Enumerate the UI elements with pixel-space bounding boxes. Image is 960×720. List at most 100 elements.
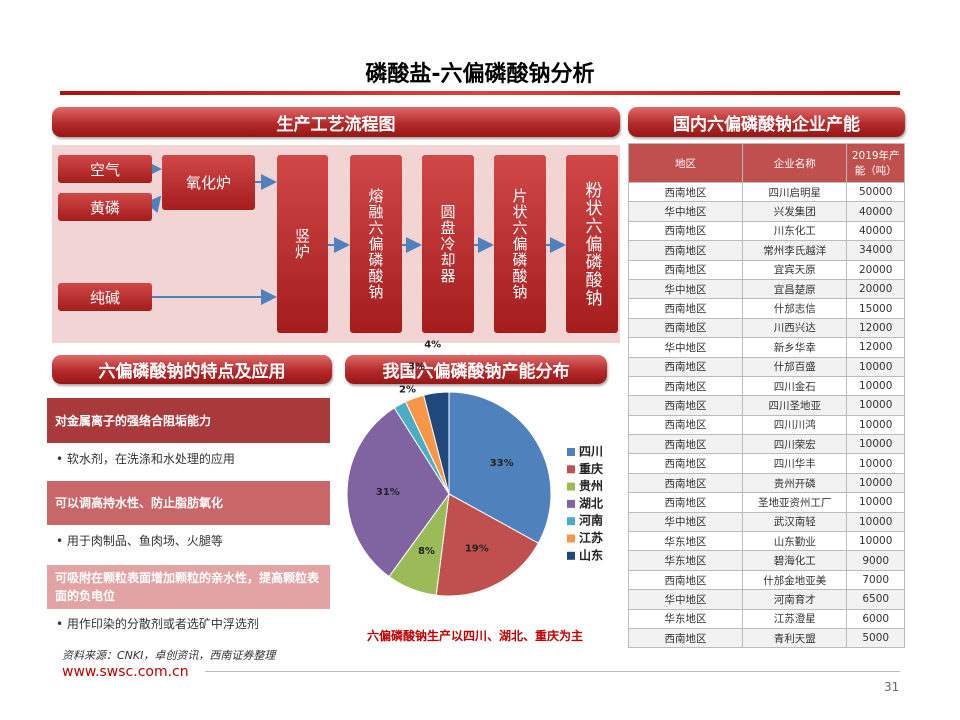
- table-cell: 10000: [846, 531, 905, 552]
- value-label: 4%: [424, 339, 441, 350]
- table-header: 地区: [627, 143, 744, 183]
- table-cell: 20000: [846, 278, 905, 300]
- table-cell: 四川荣宏: [742, 434, 848, 455]
- table-cell: 青利天盟: [742, 627, 848, 649]
- pie-slice: [435, 493, 540, 597]
- table-row: 西南地区 贵州开磷 10000: [627, 472, 905, 494]
- table-cell: 西南地区: [627, 414, 744, 436]
- flow-node: 纯碱: [58, 283, 152, 311]
- table-cell: 四川启明星: [742, 181, 848, 203]
- table-cell: 华中地区: [627, 201, 744, 222]
- table-row: 华东地区 碧海化工 9000: [627, 550, 905, 571]
- value-label: 8%: [418, 546, 435, 557]
- legend-label: 湖北: [579, 495, 603, 510]
- table-cell: 华中地区: [627, 589, 744, 610]
- table-cell: 5000: [846, 627, 905, 649]
- table-header: 企业名称: [742, 143, 848, 183]
- value-label: 3%: [408, 362, 425, 373]
- table-cell: 华东地区: [627, 531, 744, 552]
- table-cell: 兴发集团: [742, 201, 848, 222]
- feature-use: • 软水剂，在洗涤和水处理的应用: [56, 452, 235, 466]
- table-header: 2019年产能（吨）: [846, 143, 905, 183]
- table-cell: 20000: [846, 259, 905, 280]
- table-row: 华中地区 河南育才 6500: [627, 589, 905, 610]
- table-cell: 40000: [846, 201, 905, 222]
- source-note: 资料来源：CNKI，卓创资讯，西南证券整理: [62, 649, 276, 662]
- table-cell: 50000: [846, 181, 905, 203]
- table-cell: 12000: [846, 317, 905, 339]
- table-row: 西南地区 圣地亚资州工厂 10000: [627, 492, 905, 513]
- table-cell: 34000: [846, 240, 905, 261]
- flow-node: 竖炉: [277, 155, 328, 333]
- flow-node: 圆盘冷却器: [422, 155, 474, 333]
- footer-rule: [205, 671, 900, 672]
- table-cell: 华东地区: [627, 608, 744, 629]
- table-cell: 西南地区: [627, 375, 744, 397]
- table-row: 华中地区 兴发集团 40000: [627, 201, 905, 222]
- table-cell: 川东化工: [742, 220, 848, 242]
- flow-node: 熔融六偏磷酸钠: [350, 155, 402, 333]
- banner: 国内六偏磷酸钠企业产能: [628, 107, 905, 137]
- banner: 我国六偏磷酸钠产能分布: [345, 355, 607, 384]
- table-cell: 江苏澄星: [742, 608, 848, 629]
- value-label: 31%: [376, 487, 400, 498]
- table-row: 西南地区 什邡百盛 10000: [627, 356, 905, 377]
- table-cell: 川西兴达: [742, 317, 848, 339]
- legend-swatch: [567, 465, 575, 474]
- table-cell: 碧海化工: [742, 550, 848, 571]
- table-cell: 10000: [846, 472, 905, 494]
- table-cell: 6000: [846, 608, 905, 629]
- table-cell: 四川华丰: [742, 453, 848, 474]
- table-cell: 西南地区: [627, 434, 744, 455]
- title-rule: [60, 91, 900, 95]
- legend-label: 山东: [579, 547, 603, 562]
- table-cell: 贵州开磷: [742, 472, 848, 494]
- table-cell: 西南地区: [627, 492, 744, 513]
- table-cell: 西南地区: [627, 220, 744, 242]
- table-cell: 宜昌楚原: [742, 278, 848, 300]
- table-cell: 9000: [846, 550, 905, 571]
- table-cell: 圣地亚资州工厂: [742, 492, 848, 513]
- table-row: 华东地区 山东勤业 10000: [627, 531, 905, 552]
- table-row: 西南地区 青利天盟 5000: [627, 627, 905, 649]
- table-row: 西南地区 什邡金地亚美 7000: [627, 569, 905, 591]
- table-cell: 10000: [846, 453, 905, 474]
- pie-slice: [448, 391, 552, 544]
- banner: 生产工艺流程图: [52, 107, 620, 137]
- table-cell: 华东地区: [627, 550, 744, 571]
- table-cell: 常州李氏越洋: [742, 240, 848, 261]
- table-cell: 西南地区: [627, 627, 744, 649]
- legend-swatch: [567, 482, 575, 491]
- page-number: 31: [884, 680, 900, 694]
- site: www.swsc.com.cn: [62, 664, 189, 680]
- table-cell: 华中地区: [627, 278, 744, 300]
- feature-title: 对金属离子的强络合阻垢能力: [47, 398, 330, 443]
- table-cell: 四川金石: [742, 375, 848, 397]
- table-cell: 7000: [846, 569, 905, 591]
- table-cell: 河南育才: [742, 589, 848, 610]
- legend-label: 四川: [579, 445, 603, 459]
- table-cell: 宜宾天原: [742, 259, 848, 280]
- feature-title: 可吸附在颗粒表面增加颗粒的亲水性，提高颗粒表面的负电位: [47, 565, 330, 609]
- feature-title: 可以调高持水性、防止脂肪氧化: [47, 481, 330, 525]
- value-label: 19%: [465, 544, 489, 555]
- table-row: 西南地区 四川荣宏 10000: [627, 434, 905, 455]
- table-cell: 西南地区: [627, 569, 744, 591]
- table-cell: 西南地区: [627, 259, 744, 280]
- flow-node: 氧化炉: [162, 155, 255, 210]
- pie-slice: [346, 407, 450, 578]
- table-cell: 15000: [846, 298, 905, 319]
- legend-swatch: [567, 551, 575, 560]
- table-row: 西南地区 川西兴达 12000: [627, 317, 905, 339]
- table-cell: 10000: [846, 395, 905, 416]
- table-cell: 西南地区: [627, 240, 744, 261]
- table-cell: 西南地区: [627, 356, 744, 377]
- table-cell: 6500: [846, 589, 905, 610]
- table-row: 西南地区 常州李氏越洋 34000: [627, 240, 905, 261]
- table-row: 西南地区 四川华丰 10000: [627, 453, 905, 474]
- table-cell: 西南地区: [627, 395, 744, 416]
- table-cell: 什邡志信: [742, 298, 848, 319]
- table-cell: 山东勤业: [742, 531, 848, 552]
